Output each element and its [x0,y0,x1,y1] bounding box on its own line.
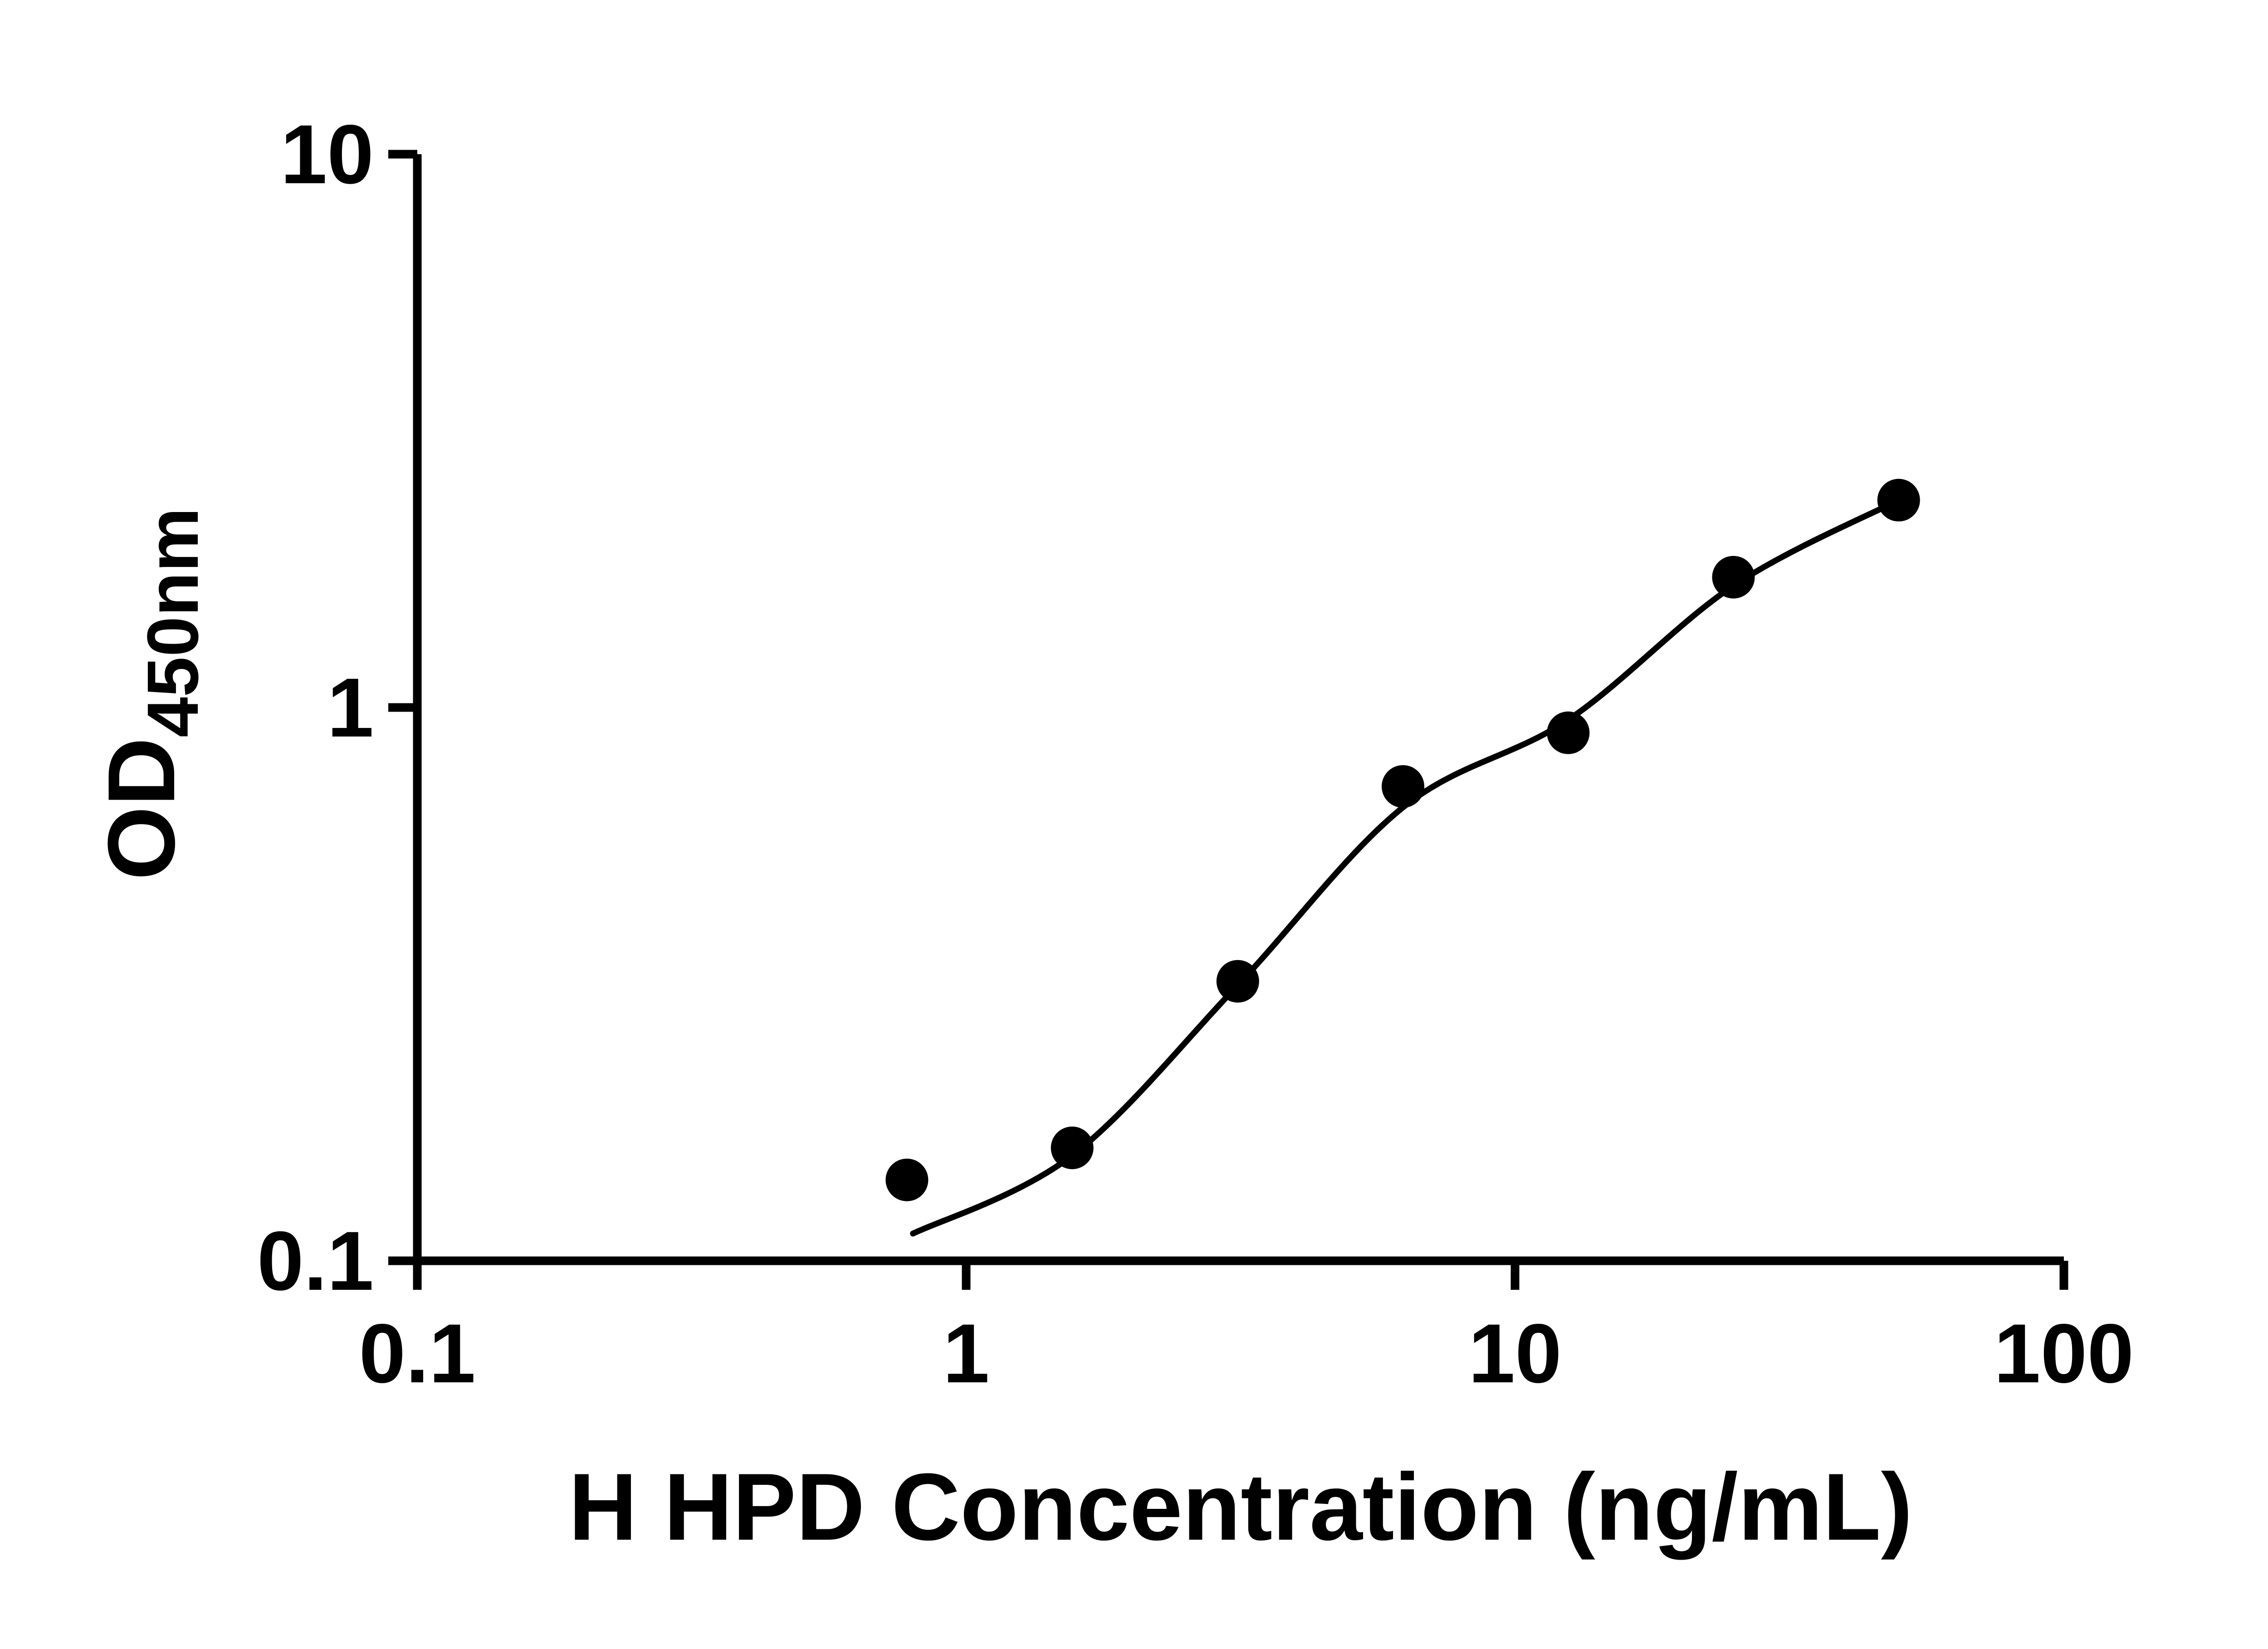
tick-labels: 0.1 1 10 100 0.1 1 10 [257,108,2134,1400]
y-axis-title: OD450nm [88,507,213,880]
data-point [885,1158,929,1201]
fit-curve [910,497,1902,1237]
y-tick-label: 0.1 [257,1215,374,1308]
series [885,478,1920,1237]
x-axis-title: H HPD Concentration (ng/mL) [568,1454,1912,1560]
y-axis-title-main: OD [88,737,195,880]
data-point [1216,960,1259,1003]
data-point [1051,1127,1094,1169]
x-tick-label: 100 [1994,1307,2134,1400]
data-point [1382,765,1424,808]
axes [413,154,2064,1265]
data-point [1877,478,1920,522]
x-tick-label: 1 [943,1307,990,1400]
y-tick-label: 1 [327,661,374,755]
ticks [388,150,2068,1290]
data-point [1712,556,1755,599]
axis-lines [413,154,2064,1265]
x-tick-label: 10 [1468,1307,1562,1400]
data-point [1547,711,1590,754]
y-tick-label: 10 [280,108,374,201]
y-axis-title-subscript: 450nm [132,507,213,737]
x-tick-label: 0.1 [359,1307,475,1400]
